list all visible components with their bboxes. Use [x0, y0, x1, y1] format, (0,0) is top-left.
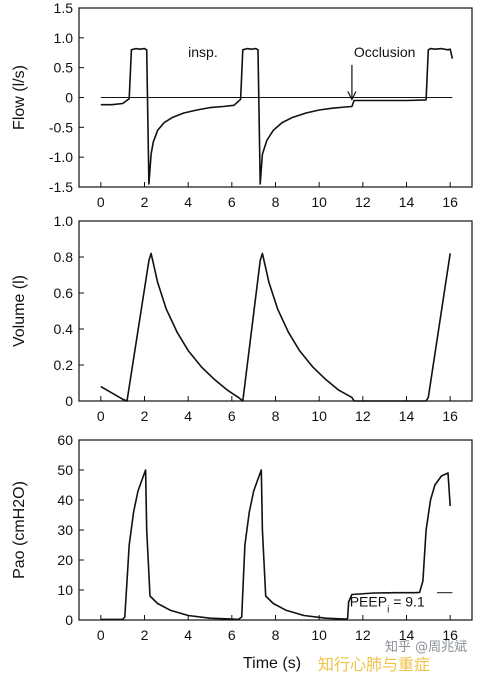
annotation-text: Occlusion [354, 44, 415, 60]
y-tick-label: 1.0 [54, 213, 74, 229]
series-line-1 [100, 47, 454, 185]
y-axis-label: Pao (cmH2O) [11, 481, 28, 579]
y-tick-label: 50 [57, 462, 73, 478]
x-tick-label: 10 [311, 194, 327, 210]
x-tick-label: 14 [399, 194, 415, 210]
panel-2: 0 2 4 6 8 10 12 14 16 1.0 0.8 0.6 0.4 0.2 0 Volume (l) [11, 213, 473, 424]
x-tick-label: 0 [97, 408, 105, 424]
y-tick-label: 0 [65, 90, 73, 106]
y-tick-label: 0 [65, 612, 73, 628]
x-tick-label: 4 [184, 408, 192, 424]
watermark-caption: 知行心肺与重症 [318, 655, 430, 674]
annotation-text: insp. [188, 44, 218, 60]
x-tick-label: 8 [272, 194, 280, 210]
x-tick-label: 4 [184, 194, 192, 210]
x-tick-label: 16 [442, 194, 458, 210]
y-tick-label: 0.5 [54, 60, 74, 76]
x-tick-label: 12 [355, 194, 371, 210]
x-tick-label: 2 [141, 627, 149, 643]
y-tick-label: 0.8 [54, 249, 74, 265]
panel-1: 0 2 4 6 8 10 12 14 16 1.5 1.0 0.5 0 -0.5 -1.0 -1.5 Flow … [11, 0, 473, 210]
x-tick-label: 14 [399, 627, 415, 643]
x-tick-label: 8 [272, 408, 280, 424]
x-tick-label: 0 [97, 627, 105, 643]
x-tick-label: 0 [97, 194, 105, 210]
x-tick-label: 14 [399, 408, 415, 424]
x-tick-label: 6 [228, 627, 236, 643]
y-tick-label: 60 [57, 432, 73, 448]
annotation-text: PEEPi = 9.1 [350, 594, 425, 616]
annotation-arrowhead [347, 91, 357, 101]
plot-frame [78, 220, 473, 402]
x-tick-label: 10 [311, 627, 327, 643]
y-tick-label: -1.0 [49, 149, 73, 165]
x-tick-label: 4 [184, 627, 192, 643]
y-tick-label: 0.6 [54, 285, 74, 301]
y-tick-label: -1.5 [49, 179, 73, 195]
y-tick-label: 0.4 [54, 321, 74, 337]
y-axis-label: Flow (l/s) [11, 65, 28, 130]
x-tick-label: 6 [228, 408, 236, 424]
x-tick-label: 16 [442, 408, 458, 424]
x-tick-label: 10 [311, 408, 327, 424]
y-tick-label: 1.0 [54, 30, 74, 46]
watermark-handle: 知乎 @周兆斌 [385, 639, 467, 655]
x-tick-label: 12 [355, 627, 371, 643]
x-tick-label: 12 [355, 408, 371, 424]
panel-3: 0 2 4 6 8 10 12 14 16 60 50 40 30 20 10 0 Pao (cmH2O) PEE… [11, 432, 473, 643]
series-line-1 [100, 252, 451, 402]
x-tick-label: 16 [442, 627, 458, 643]
x-tick-label: 6 [228, 194, 236, 210]
y-tick-label: 1.5 [54, 0, 74, 16]
y-tick-label: 20 [57, 552, 73, 568]
x-tick-label: 2 [141, 408, 149, 424]
y-tick-label: 10 [57, 582, 73, 598]
y-axis-label: Volume (l) [11, 275, 28, 347]
x-tick-label: 2 [141, 194, 149, 210]
y-tick-label: 0 [65, 393, 73, 409]
y-tick-label: 40 [57, 492, 73, 508]
y-tick-label: 0.2 [54, 357, 74, 373]
y-tick-label: 30 [57, 522, 73, 538]
x-axis-label: Time (s) [243, 655, 301, 672]
series-line-1 [100, 469, 451, 621]
x-tick-label: 8 [272, 627, 280, 643]
y-tick-label: -0.5 [49, 119, 73, 135]
